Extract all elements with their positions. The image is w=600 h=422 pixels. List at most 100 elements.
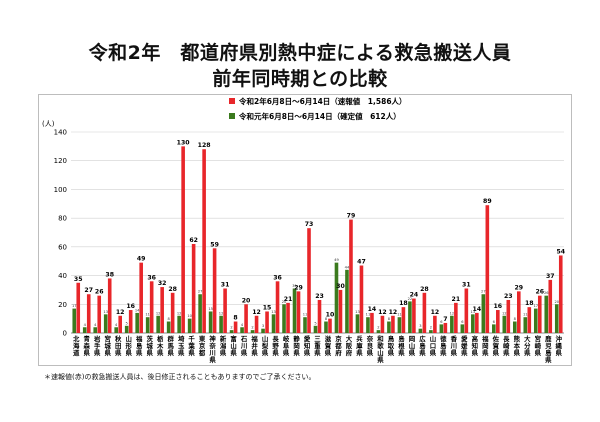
data-label-previous: 8: [514, 317, 517, 321]
bar-current: [464, 288, 469, 333]
data-label-current: 14: [473, 306, 482, 313]
bar-current: [254, 315, 259, 333]
bar-previous: [145, 317, 150, 333]
data-label-previous: 4: [84, 323, 87, 327]
bar-current: [128, 310, 133, 333]
data-label-previous: 20: [282, 300, 287, 304]
bar-current: [359, 265, 364, 333]
x-tick-label: 青森県: [84, 334, 91, 357]
data-label-current: 49: [137, 256, 146, 263]
bar-previous: [387, 321, 391, 333]
x-tick-label: 鳥取県: [388, 334, 395, 357]
bar-current: [223, 288, 227, 333]
bar-previous: [229, 330, 234, 333]
chart-title: 令和2年 都道府県別熱中症による救急搬送人員: [88, 42, 512, 64]
data-label-previous: 17: [533, 304, 538, 308]
data-label-previous: 2: [230, 326, 232, 330]
x-tick-label: 福島県: [135, 334, 143, 357]
bar-previous: [544, 295, 549, 333]
bar-previous: [366, 317, 370, 333]
x-tick-label: 栃木県: [156, 334, 164, 357]
gridlines: [71, 131, 564, 334]
bar-current: [328, 318, 332, 333]
bar-previous: [198, 294, 202, 333]
data-label-current: 130: [177, 139, 191, 146]
bar-current: [349, 219, 353, 333]
data-label-current: 59: [210, 241, 219, 248]
x-tick-label: 千葉県: [187, 334, 195, 357]
bar-current: [244, 304, 248, 333]
data-label-previous: 22: [408, 297, 413, 301]
data-label-previous: 15: [208, 307, 213, 311]
data-label-previous: 17: [72, 304, 77, 308]
x-tick-label: 長崎県: [503, 334, 510, 357]
data-label-previous: 27: [481, 290, 486, 294]
data-label-previous: 6: [440, 320, 443, 324]
data-label-current: 14: [368, 306, 377, 313]
bar-previous: [355, 314, 360, 333]
data-label-current: 26: [95, 289, 104, 296]
x-tick-label: 群馬県: [167, 334, 174, 357]
bar-previous: [135, 312, 139, 333]
data-label-current: 26: [535, 289, 544, 296]
data-label-previous: 13: [271, 310, 276, 314]
x-tick-label: 徳島県: [439, 334, 447, 357]
x-tick-label: 埼玉県: [178, 334, 185, 357]
x-tick-label: 大阪府: [346, 334, 353, 357]
x-tick-label: 佐賀県: [492, 334, 500, 357]
x-tick-label: 秋田県: [115, 334, 122, 357]
x-tick-label: 宮城県: [105, 334, 112, 357]
data-label-previous: 10: [187, 314, 192, 318]
bar-previous: [156, 315, 160, 333]
data-label-previous: 13: [103, 310, 108, 314]
data-label-current: 29: [294, 284, 303, 291]
bar-previous: [303, 317, 307, 333]
data-label-previous: 49: [334, 258, 339, 262]
bar-previous: [261, 328, 265, 333]
data-label-previous: 2: [430, 326, 432, 330]
data-label-current: 20: [242, 297, 251, 304]
bar-current: [548, 279, 553, 333]
data-label-current: 31: [221, 281, 230, 288]
data-label-current: 128: [198, 142, 211, 149]
bar-chart: 令和2年6月8日～6月14日（速報値 1,586人） 令和元年6月8日～6月14…: [42, 96, 566, 364]
data-label-previous: 3: [419, 324, 421, 328]
x-tick-label: 熊本県: [514, 334, 521, 357]
bar-previous: [187, 318, 192, 333]
data-label-current: 31: [462, 281, 471, 288]
bar-current: [485, 205, 490, 333]
bar-current: [107, 278, 112, 333]
x-tick-label: 岐阜県: [283, 334, 290, 357]
bar-current: [516, 291, 521, 333]
data-label-previous: 31: [292, 284, 297, 288]
bar-previous: [492, 324, 496, 333]
data-label-current: 28: [420, 286, 429, 293]
x-tick-label: 岩手県: [93, 334, 101, 357]
data-label-current: 79: [347, 213, 356, 220]
x-tick-label: 北海道: [73, 334, 80, 357]
x-tick-label: 富山県: [230, 334, 237, 357]
data-label-current: 47: [357, 259, 366, 266]
x-tick-label: 三重県: [314, 335, 321, 357]
bar-current: [412, 298, 416, 333]
bar-current: [86, 294, 91, 333]
data-label-current: 18: [525, 300, 534, 307]
bar-previous: [292, 288, 297, 333]
x-tick-label: 高知県: [471, 334, 479, 357]
bar-previous: [166, 321, 171, 333]
data-label-previous: 20: [554, 300, 559, 304]
bar-previous: [219, 315, 223, 333]
x-tick-label: 滋賀県: [324, 334, 332, 357]
data-label-previous: 5: [126, 321, 128, 325]
data-label-previous: 4: [241, 323, 244, 327]
bar-current: [558, 255, 563, 333]
x-tick-label: 宮崎県: [535, 334, 542, 357]
data-label-current: 23: [315, 293, 324, 300]
x-tick-label: 広島県: [419, 334, 426, 357]
bar-current: [97, 295, 102, 333]
data-label-current: 10: [326, 312, 335, 319]
data-label-previous: 3: [262, 324, 264, 328]
x-tick-label: 兵庫県: [356, 334, 363, 357]
data-label-previous: 12: [177, 311, 182, 315]
